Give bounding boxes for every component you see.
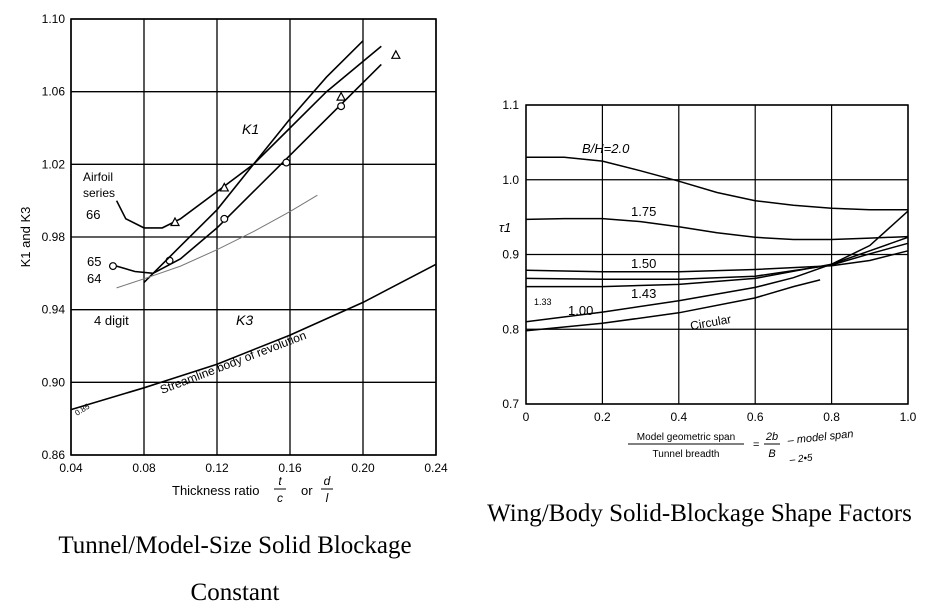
left-caption-line-1: Tunnel/Model-Size Solid Blockage (58, 532, 412, 559)
right-y-axis-label: τ1 (499, 220, 511, 235)
left-y-tick-label: 0.94 (42, 303, 66, 317)
left-circle-marker (282, 158, 291, 167)
right-x-tick-label: 0.8 (823, 410, 840, 424)
left-series-line (143, 40, 364, 283)
right-x-tick-label: 1.0 (900, 410, 917, 424)
right-label-150: 1.50 (631, 256, 656, 271)
left-circle-marker (108, 262, 117, 271)
left-y-tick-label: 1.06 (42, 85, 66, 99)
left-x-frac1-num: t (278, 474, 282, 488)
right-series-line (526, 156, 908, 211)
right-y-tick-label: 0.9 (502, 248, 519, 262)
left-triangle-marker (336, 91, 347, 101)
left-caption-line-2: Constant (190, 579, 280, 606)
right-series-line (525, 250, 909, 273)
left-plot-border (70, 18, 437, 456)
left-series-64-label: 64 (87, 271, 101, 286)
left-series-line (115, 45, 382, 229)
left-circle-marker (220, 214, 229, 223)
right-xlabel-denominator: Tunnel breadth (653, 449, 720, 460)
right-xlabel-numerator: Model geometric span (637, 432, 735, 443)
left-caption: Tunnel/Model-Size Solid Blockage Constan… (0, 522, 470, 616)
right-tick-labels: 0 0.2 0.4 0.6 0.8 1.0 0.7 0.8 0.9 1.0 1.1 (502, 98, 916, 424)
right-y-tick-label: 0.7 (502, 397, 519, 411)
right-y-tick-label: 0.8 (502, 322, 519, 336)
right-y-tick-label: 1.0 (502, 173, 519, 187)
left-circle-marker (337, 102, 346, 111)
left-series-66-label: 66 (86, 207, 100, 222)
left-series-line (116, 194, 318, 289)
left-chart-svg: 0.04 0.08 0.12 0.16 0.20 0.24 0.86 0.90 0.94 0.98… (18, 12, 448, 505)
left-triangle-marker (219, 182, 230, 192)
right-label-143: 1.43 (631, 286, 656, 301)
right-handwritten-note: – model span (786, 428, 854, 447)
left-y-tick-label: 1.10 (42, 12, 66, 26)
left-x-tick-label: 0.04 (59, 461, 83, 475)
left-y-tick-label: 0.98 (42, 230, 66, 244)
right-series-line (525, 217, 909, 241)
left-grid (70, 18, 437, 456)
right-label-133: 1.33 (534, 297, 552, 307)
left-y-tick-label: 0.86 (42, 448, 66, 462)
left-k1-label: K1 (242, 121, 259, 137)
left-series-line (70, 263, 437, 411)
right-label-100: 1.00 (568, 303, 593, 318)
left-chart: 0.04 0.08 0.12 0.16 0.20 0.24 0.86 0.90 0.94 0.98… (0, 0, 460, 525)
left-tick-labels: 0.04 0.08 0.12 0.16 0.20 0.24 0.86 0.90 0.94 0.98… (42, 12, 448, 475)
right-x-tick-label: 0.4 (670, 410, 687, 424)
right-curves (525, 156, 909, 332)
right-handwritten-note-2: – 2•5 (788, 453, 813, 466)
left-airfoil-label: Airfoil (83, 170, 113, 184)
right-chart: 0 0.2 0.4 0.6 0.8 1.0 0.7 0.8 0.9 1.0 1.1 B/H=2.0 1… (478, 82, 937, 477)
left-x-tick-label: 0.12 (205, 461, 229, 475)
right-xlabel-frac-den: B (768, 448, 775, 460)
left-series-65-label: 65 (87, 254, 101, 269)
right-y-tick-label: 1.1 (502, 98, 519, 112)
left-y-axis-label: K1 and K3 (18, 207, 33, 268)
left-x-frac2-den: l (326, 491, 329, 505)
left-x-tick-label: 0.08 (132, 461, 156, 475)
left-triangle-marker (390, 49, 401, 59)
right-series-line (525, 279, 821, 332)
left-x-tick-label: 0.24 (424, 461, 448, 475)
right-label-175: 1.75 (631, 204, 656, 219)
left-curves (70, 40, 437, 411)
right-xlabel-frac-num: 2b (765, 431, 778, 443)
right-caption: Wing/Body Solid-Blockage Shape Factors (487, 500, 912, 527)
right-series-line (525, 210, 909, 323)
right-x-tick-label: 0.6 (747, 410, 764, 424)
left-x-tick-label: 0.16 (278, 461, 302, 475)
left-x-frac2-num: d (324, 474, 331, 488)
left-streamline-label: Streamline body of revolution (158, 328, 308, 397)
left-y-tick-label: 0.90 (42, 375, 66, 389)
left-series-line (116, 63, 382, 275)
left-frame (70, 18, 437, 456)
left-x-axis-label: Thickness ratio (172, 483, 259, 498)
right-x-tick-label: 0 (523, 410, 530, 424)
left-x-tick-label: 0.20 (351, 461, 375, 475)
right-x-tick-label: 0.2 (594, 410, 611, 424)
left-x-label-or: or (301, 483, 313, 498)
right-plot-border (525, 104, 909, 405)
right-chart-svg: 0 0.2 0.4 0.6 0.8 1.0 0.7 0.8 0.9 1.0 1.1 B/H=2.0 1… (499, 98, 917, 466)
right-series-line (526, 236, 909, 288)
left-annotations: K1 K3 Airfoil series 66 65 64 4 digit Streamline… (18, 121, 333, 505)
left-y-tick-label: 1.02 (42, 157, 66, 171)
left-triangle-marker (170, 216, 181, 227)
left-x-frac1-den: c (277, 491, 283, 505)
left-series-label: series (83, 186, 115, 200)
right-series-line (525, 242, 909, 280)
left-k3-label: K3 (236, 312, 253, 328)
right-frame (525, 104, 909, 405)
left-4digit-label: 4 digit (94, 313, 129, 328)
right-label-b20: B/H=2.0 (582, 141, 630, 156)
right-xlabel-eq: = (753, 439, 759, 451)
